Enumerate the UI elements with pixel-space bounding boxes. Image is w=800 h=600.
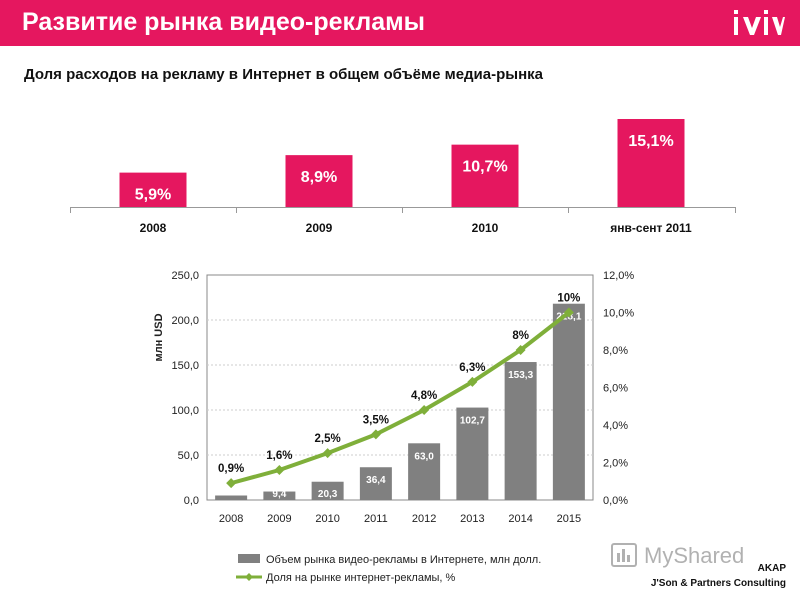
top-bar-label: 5,9% [135, 187, 171, 204]
volume-bar [504, 362, 537, 500]
legend-bar-swatch [238, 554, 260, 563]
x-category-label: 2013 [460, 513, 484, 525]
share-point [322, 448, 333, 459]
svg-text:MyShared: MyShared [644, 543, 744, 568]
x-category-label: 2014 [508, 513, 532, 525]
legend-line-label: Доля на рынке интернет-рекламы, % [266, 572, 456, 584]
page-title: Развитие рынка видео-рекламы [22, 8, 425, 36]
share-point [226, 478, 237, 489]
right-axis-tick: 10,0% [603, 308, 634, 320]
volume-bar [359, 467, 392, 500]
share-point [370, 429, 381, 440]
share-point [515, 345, 526, 355]
ivi-logo-icon [734, 10, 785, 35]
x-category-label: 2011 [364, 513, 388, 525]
volume-bar-label: 102,7 [460, 416, 485, 427]
share-point-label: 0,9% [218, 463, 244, 475]
myshared-watermark: MyShared [611, 543, 744, 568]
share-point-label: 10% [557, 293, 580, 305]
share-point [274, 465, 285, 475]
share-point-label: 1,6% [266, 450, 292, 462]
share-point-label: 2,5% [315, 433, 341, 445]
top-category-label: 2009 [306, 221, 333, 235]
volume-bar [311, 481, 344, 500]
x-category-label: 2012 [412, 513, 436, 525]
share-point-label: 3,5% [363, 414, 389, 426]
share-point [467, 376, 478, 387]
x-category-label: 2015 [557, 513, 581, 525]
top-bar [285, 155, 353, 207]
volume-bar-label: 153,3 [508, 370, 533, 381]
x-category-label: 2009 [267, 513, 291, 525]
market-combo-chart: 0,0 50,0 100,0 150,0 200,0 250,0 0,0% 2,0% 4,0% 6… [153, 270, 634, 584]
left-axis-tick: 100,0 [171, 405, 199, 417]
top-bar-label: 8,9% [301, 169, 337, 186]
left-axis-tick: 0,0 [184, 495, 199, 507]
share-point [419, 405, 430, 415]
left-axis-tick: 200,0 [171, 315, 199, 327]
top-bar-label: 10,7% [462, 159, 507, 176]
top-bar-label: 15,1% [628, 133, 673, 150]
header-banner: Развитие рынка видео-рекламы [0, 0, 800, 46]
volume-bar [215, 495, 248, 500]
share-line [230, 310, 571, 486]
x-category-label: 2008 [219, 513, 243, 525]
left-axis-tick: 50,0 [178, 450, 199, 462]
volume-bar-label: 36,4 [366, 475, 386, 486]
volume-bar [263, 491, 296, 500]
right-axis-tick: 4,0% [603, 420, 628, 432]
y-axis-label: млн USD [153, 313, 165, 361]
top-bar [119, 172, 187, 207]
source-json: J'Son & Partners Consulting [650, 578, 786, 589]
chart-subtitle: Доля расходов на рекламу в Интернет в об… [24, 66, 544, 83]
volume-bar [552, 303, 585, 500]
top-category-label: янв-сент 2011 [610, 221, 692, 235]
top-category-label: 2008 [140, 221, 167, 235]
source-akar: AKAP [757, 563, 786, 574]
share-point-label: 6,3% [459, 362, 485, 374]
volume-bar-label: 63,0 [414, 451, 434, 462]
top-bar [617, 119, 685, 207]
right-axis-tick: 2,0% [603, 458, 628, 470]
top-bar [451, 144, 519, 207]
volume-bar [456, 407, 489, 500]
top-category-label: 2010 [472, 221, 499, 235]
share-point-label: 8% [512, 330, 529, 342]
share-bar-chart: 5,9% 2008 8,9% 2009 10,7% 2010 15,1% янв-сент 2… [70, 119, 736, 235]
right-axis-tick: 12,0% [603, 270, 634, 282]
share-point [563, 307, 574, 318]
legend-line-marker [245, 573, 253, 581]
legend-bar-label: Объем рынка видео-рекламы в Интернете, м… [266, 554, 541, 566]
volume-bar-label: 9,4 [272, 489, 286, 500]
share-point-label: 4,8% [411, 390, 437, 402]
x-category-label: 2010 [315, 513, 339, 525]
right-axis-tick: 6,0% [603, 383, 628, 395]
right-axis-tick: 8,0% [603, 345, 628, 357]
volume-bar-label: 20,3 [318, 489, 338, 500]
volume-bar [408, 443, 441, 500]
left-axis-tick: 250,0 [171, 270, 199, 282]
right-axis-tick: 0,0% [603, 495, 628, 507]
left-axis-tick: 150,0 [171, 360, 199, 372]
